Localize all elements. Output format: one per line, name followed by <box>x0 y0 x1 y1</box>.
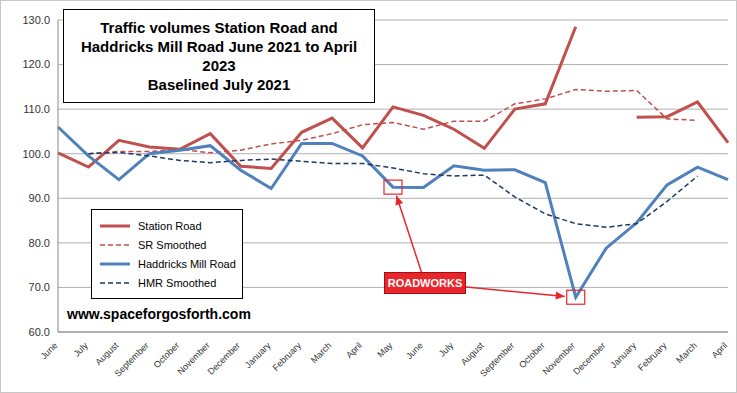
html-text:Haddricks Mill Road: Haddricks Mill Road <box>138 257 236 270</box>
svg-text:June: June <box>39 340 60 361</box>
svg-text:December: December <box>571 340 607 376</box>
svg-text:100.0: 100.0 <box>22 148 50 160</box>
svg-text:120.0: 120.0 <box>22 58 50 70</box>
svg-text:70.0: 70.0 <box>29 281 50 293</box>
svg-text:90.0: 90.0 <box>29 192 50 204</box>
svg-text:August: August <box>93 340 120 367</box>
svg-text:July: July <box>71 340 90 359</box>
svg-text:September: September <box>478 340 516 378</box>
html-text:Baselined July 2021: Baselined July 2021 <box>147 76 291 93</box>
html-text:HMR Smoothed: HMR Smoothed <box>138 276 217 289</box>
html-text:ROADWORKS: ROADWORKS <box>387 277 463 289</box>
svg-text:September: September <box>113 340 151 378</box>
svg-text:80.0: 80.0 <box>29 237 50 249</box>
html-text:SR Smoothed: SR Smoothed <box>138 238 207 251</box>
svg-text:April: April <box>710 340 729 360</box>
html-text:www.spaceforgosforth.com: www.spaceforgosforth.com <box>67 306 251 322</box>
html-text:Haddricks Mill Road June 2021: Haddricks Mill Road June 2021 to April 2… <box>80 38 358 74</box>
svg-text:November: November <box>540 340 578 377</box>
svg-text:April: April <box>344 340 364 360</box>
svg-text:January: January <box>608 340 638 370</box>
svg-text:130.0: 130.0 <box>22 14 50 26</box>
svg-text:January: January <box>243 340 273 370</box>
svg-text:December: December <box>206 340 242 376</box>
svg-text:July: July <box>437 340 456 359</box>
svg-text:August: August <box>459 340 486 367</box>
svg-text:110.0: 110.0 <box>23 103 50 115</box>
svg-text:October: October <box>152 340 182 370</box>
html-text:Station Road: Station Road <box>138 219 202 232</box>
svg-text:February: February <box>271 340 304 373</box>
svg-text:March: March <box>309 340 334 365</box>
svg-text:February: February <box>636 340 669 373</box>
svg-text:March: March <box>674 340 699 365</box>
svg-text:June: June <box>404 340 425 361</box>
svg-text:November: November <box>175 340 212 377</box>
svg-text:October: October <box>517 340 547 370</box>
html-text:Traffic volumes Station Road a: Traffic volumes Station Road and <box>100 19 338 36</box>
svg-text:May: May <box>375 340 394 359</box>
svg-text:60.0: 60.0 <box>29 326 50 338</box>
